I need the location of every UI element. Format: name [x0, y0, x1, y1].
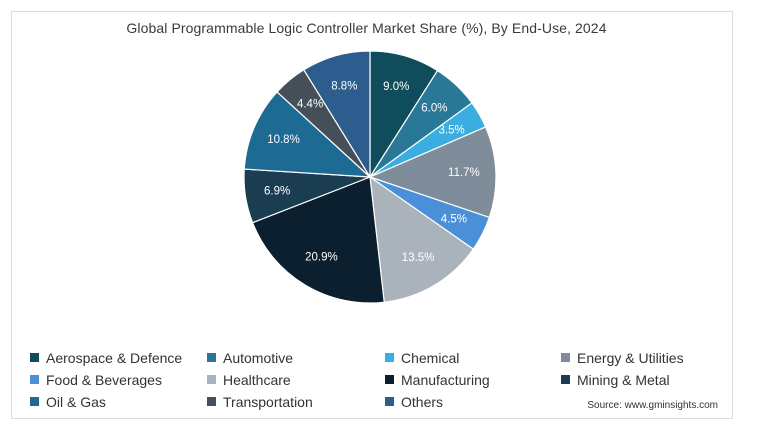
legend-swatch	[385, 375, 394, 384]
slice-data-label: 10.8%	[267, 134, 300, 146]
legend-item: Oil & Gas	[30, 392, 207, 411]
legend-item: Mining & Metal	[561, 370, 720, 389]
legend-swatch	[385, 353, 394, 362]
legend-label: Manufacturing	[401, 371, 490, 388]
legend-label: Healthcare	[223, 371, 291, 388]
legend-label: Energy & Utilities	[577, 349, 684, 366]
legend-item: Healthcare	[207, 370, 385, 389]
pie-slice-manufacturing	[251, 176, 385, 304]
pie-slice-oil-gas	[243, 91, 372, 178]
legend-item: Manufacturing	[385, 370, 561, 389]
legend-swatch	[30, 353, 39, 362]
slice-data-label: 8.8%	[331, 81, 357, 93]
slice-data-label: 6.0%	[421, 103, 447, 115]
legend-item: Others	[385, 392, 561, 411]
legend-swatch	[561, 353, 570, 362]
pie-slice-others	[303, 50, 371, 180]
slice-data-label: 6.9%	[264, 185, 290, 197]
legend-label: Chemical	[401, 349, 460, 366]
legend-label: Aerospace & Defence	[46, 349, 183, 366]
pie-slice-healthcare	[369, 175, 475, 303]
legend-label: Food & Beverages	[46, 371, 162, 388]
legend-label: Automotive	[223, 349, 294, 366]
pie-slice-energy-utilities	[368, 126, 497, 219]
legend-label: Oil & Gas	[46, 393, 106, 410]
slice-data-label: 4.4%	[297, 99, 323, 111]
legend-label: Others	[401, 393, 444, 410]
legend-label: Mining & Metal	[577, 371, 670, 388]
legend-label: Transportation	[223, 393, 313, 410]
legend-swatch	[385, 397, 394, 406]
legend-swatch	[30, 375, 39, 384]
legend-item: Aerospace & Defence	[30, 348, 207, 367]
legend-swatch	[207, 375, 216, 384]
legend-item: Chemical	[385, 348, 561, 367]
legend-item: Food & Beverages	[30, 370, 207, 389]
slice-data-label: 20.9%	[305, 251, 338, 263]
legend-swatch	[207, 353, 216, 362]
legend-item: Energy & Utilities	[561, 348, 720, 367]
chart-legend: Aerospace & Defence Automotive Chemical Ene…	[30, 348, 720, 411]
legend-swatch	[30, 397, 39, 406]
legend-swatch	[207, 397, 216, 406]
source-note: Source: www.gminsights.com	[587, 400, 718, 411]
chart-title: Global Programmable Logic Controller Mar…	[126, 20, 607, 36]
slice-data-label: 13.5%	[402, 252, 435, 264]
slice-data-label: 3.5%	[439, 124, 465, 136]
slice-data-label: 11.7%	[448, 167, 480, 179]
legend-swatch	[561, 375, 570, 384]
legend-item: Transportation	[207, 392, 385, 411]
slice-data-label: 9.0%	[383, 81, 409, 93]
slice-data-label: 4.5%	[441, 213, 467, 225]
legend-item: Automotive	[207, 348, 385, 367]
